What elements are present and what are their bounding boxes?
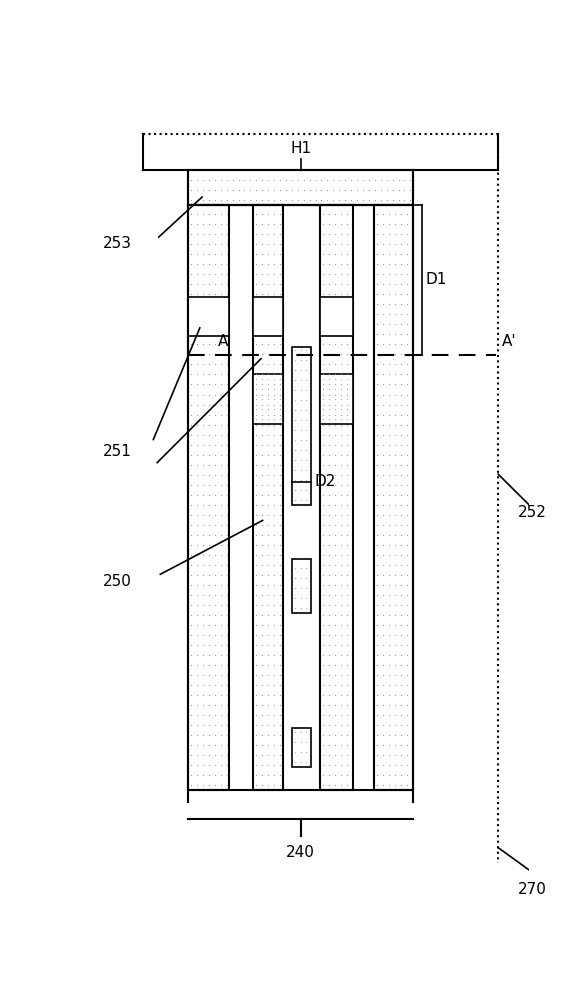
Bar — [188, 170, 413, 205]
Bar — [320, 374, 352, 424]
Text: H1: H1 — [290, 141, 311, 156]
Bar — [188, 205, 413, 790]
Bar — [188, 170, 413, 205]
Text: 251: 251 — [103, 444, 132, 459]
Bar — [292, 559, 311, 613]
Bar — [374, 205, 413, 790]
Text: 270: 270 — [517, 882, 546, 897]
Text: 250: 250 — [103, 574, 132, 589]
Bar — [292, 347, 311, 505]
Text: 253: 253 — [103, 236, 132, 251]
Text: D1: D1 — [426, 272, 447, 287]
Bar — [253, 205, 283, 790]
Text: 240: 240 — [286, 845, 315, 860]
Bar — [188, 297, 229, 336]
Bar — [253, 374, 283, 424]
Text: 252: 252 — [517, 505, 546, 520]
Bar — [292, 728, 311, 767]
Text: A: A — [218, 334, 228, 349]
Bar — [320, 205, 352, 790]
Bar — [320, 297, 352, 336]
Bar — [188, 205, 229, 790]
Bar — [253, 297, 283, 336]
Text: A': A' — [502, 334, 516, 349]
Text: D2: D2 — [315, 474, 336, 489]
